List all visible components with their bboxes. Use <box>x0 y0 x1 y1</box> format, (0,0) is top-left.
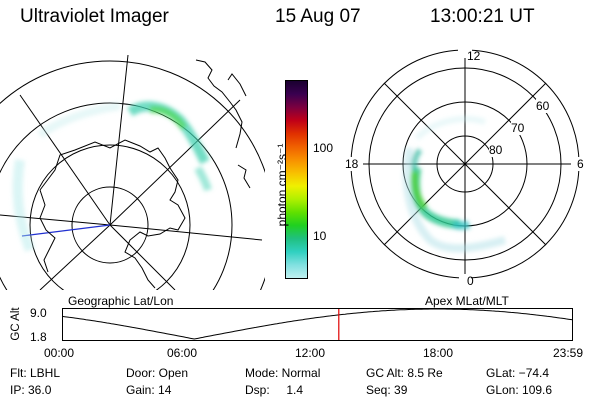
filter-info: Flt: LBHL <box>10 366 61 380</box>
altitude-plot <box>62 308 573 341</box>
gc-alt-info: GC Alt: 8.5 Re <box>366 366 443 380</box>
magnetic-polar-plot <box>343 46 583 287</box>
altitude-curve <box>62 308 573 340</box>
geographic-map <box>0 54 265 290</box>
ip-info: IP: 36.0 <box>10 383 52 397</box>
date-label: 15 Aug 07 <box>275 6 361 27</box>
lat-label-60: 60 <box>536 99 550 113</box>
seq-info: Seq: 39 <box>366 383 408 397</box>
antarctica-coastline <box>39 139 186 289</box>
colorbar-unit-label: photon cm⁻²s⁻¹ <box>275 143 289 227</box>
instrument-title: Ultraviolet Imager <box>20 6 169 27</box>
xtick-1200: 12:00 <box>295 346 326 360</box>
dsp-info: Dsp: 1.4 <box>245 383 304 397</box>
door-info: Door: Open <box>126 366 189 380</box>
time-label: 13:00:21 UT <box>430 6 535 27</box>
glon-info: GLon: 109.6 <box>486 383 553 397</box>
mlt-label-6: 6 <box>577 157 584 171</box>
geographic-map-label: Geographic Lat/Lon <box>68 294 174 308</box>
altitude-ytick-min: 1.8 <box>30 330 47 344</box>
glat-info: GLat: −74.4 <box>486 366 550 380</box>
altitude-ytick-max: 9.0 <box>30 306 47 320</box>
xtick-2359: 23:59 <box>553 346 584 360</box>
colorbar-tick-10: 10 <box>313 229 327 243</box>
lat-label-80: 80 <box>489 143 503 157</box>
xtick-0000: 00:00 <box>44 346 75 360</box>
lat-label-70: 70 <box>511 121 525 135</box>
mlt-label-12: 12 <box>467 49 481 63</box>
xtick-1800: 18:00 <box>423 346 454 360</box>
aurora-emission-left <box>12 101 212 252</box>
aurora-emission-right <box>402 116 507 253</box>
mlt-label-0: 0 <box>467 274 474 288</box>
altitude-ylabel: GC Alt <box>10 307 22 341</box>
gain-info: Gain: 14 <box>126 383 172 397</box>
xtick-0600: 06:00 <box>167 346 198 360</box>
magnetic-map-label: Apex MLat/MLT <box>425 294 509 308</box>
australia-coastline <box>195 59 247 149</box>
colorbar-tick-100: 100 <box>313 141 334 155</box>
colorbar <box>285 80 308 279</box>
mlt-label-18: 18 <box>345 157 359 171</box>
mode-info: Mode: Normal <box>245 366 321 380</box>
